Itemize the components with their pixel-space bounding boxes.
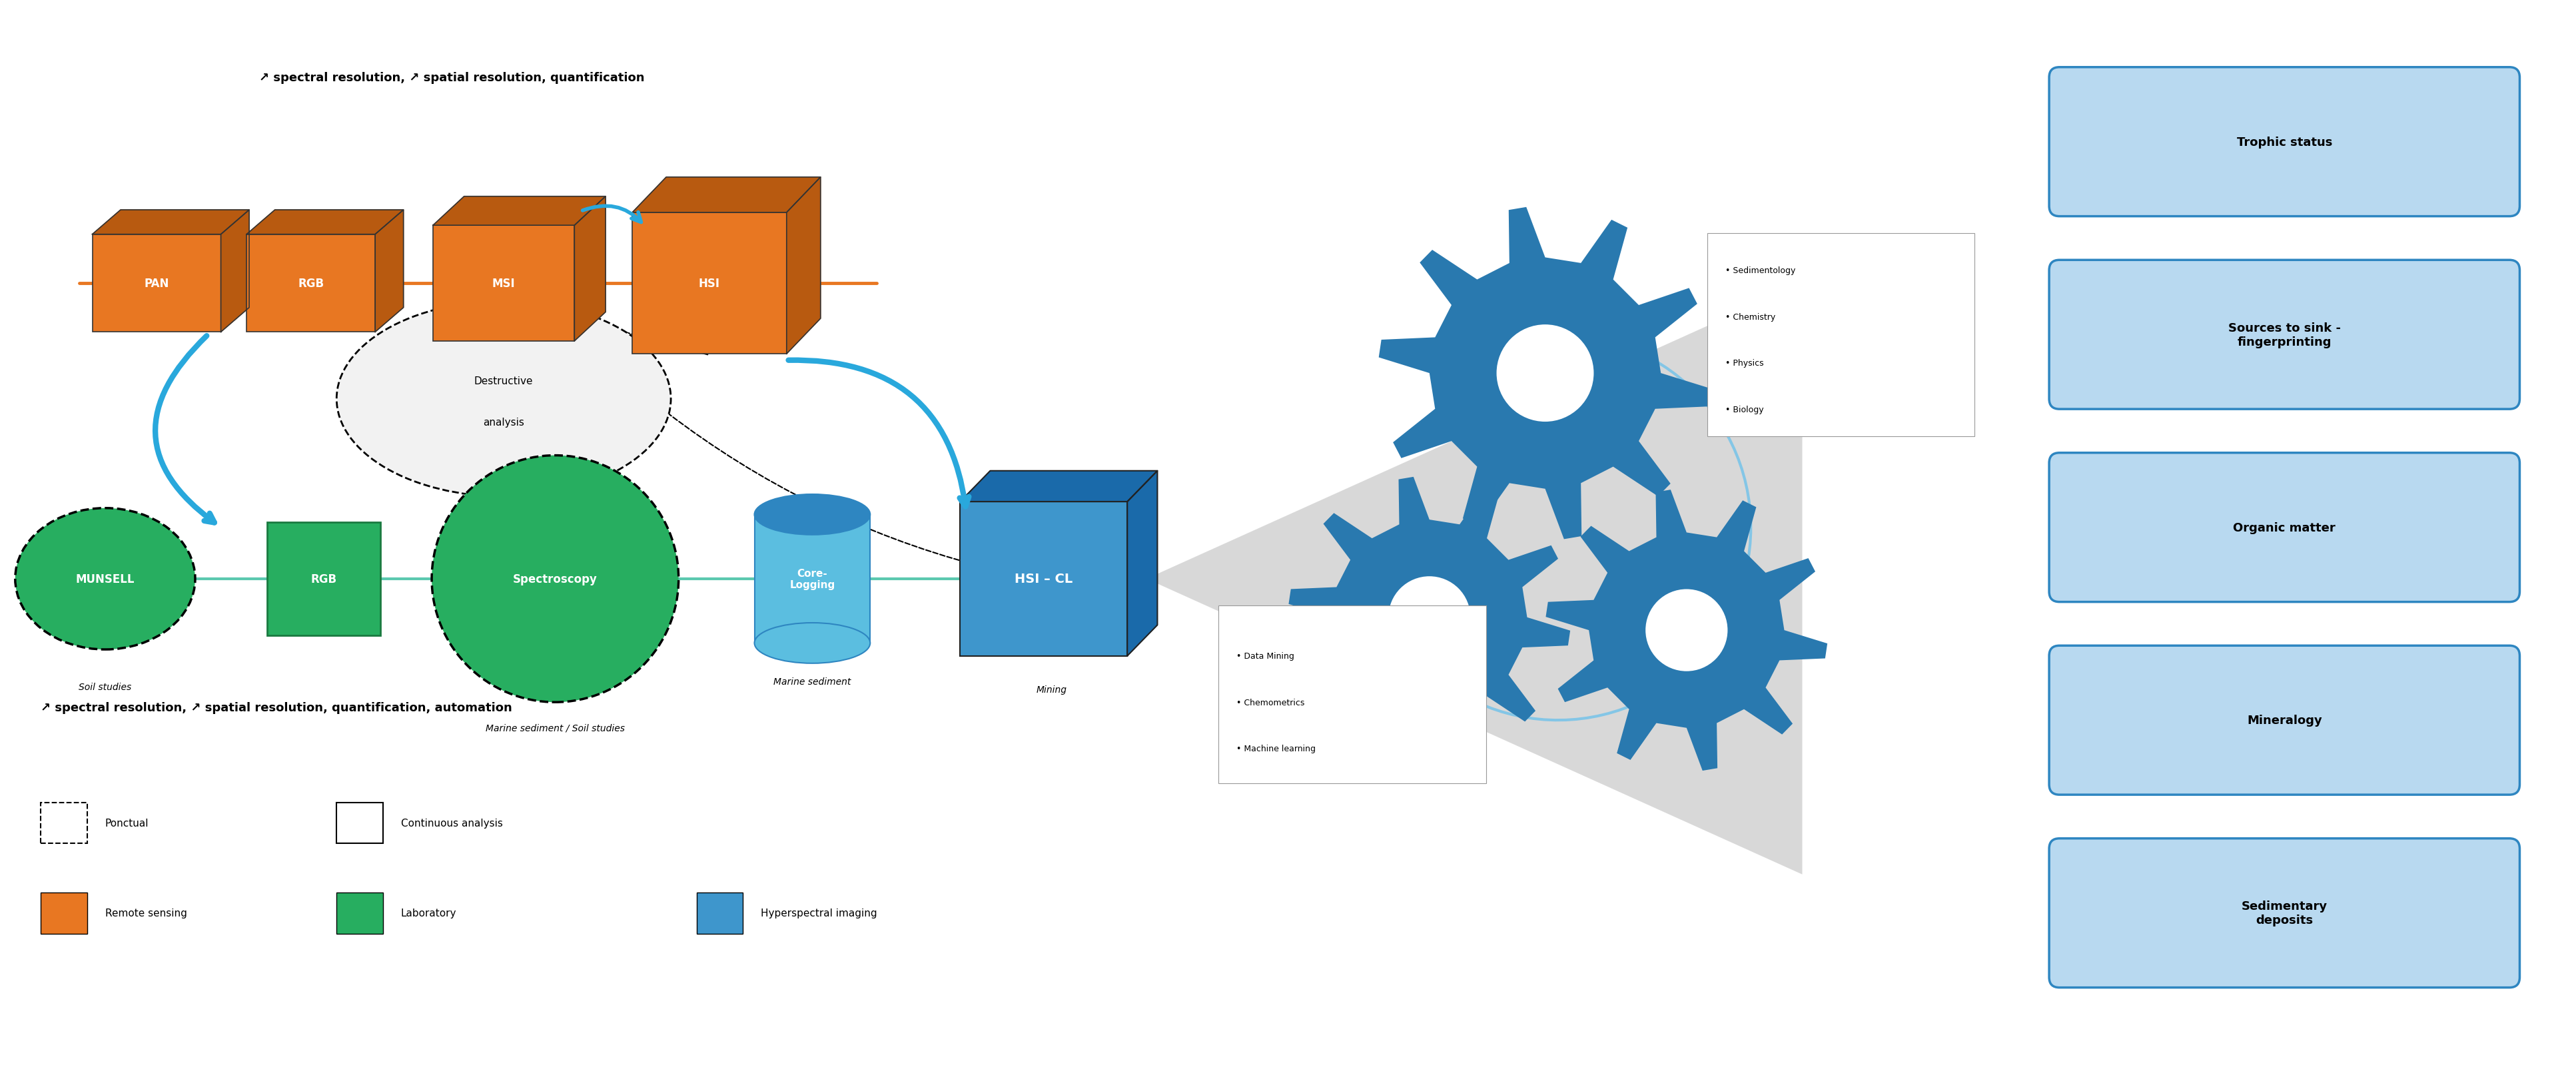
Circle shape [1497, 325, 1595, 422]
FancyBboxPatch shape [2048, 839, 2519, 988]
Text: • Chemistry: • Chemistry [1726, 312, 1775, 321]
Polygon shape [222, 211, 250, 332]
Text: Ponctual: Ponctual [106, 818, 149, 828]
Polygon shape [1546, 490, 1826, 771]
Polygon shape [1378, 208, 1710, 539]
Text: Soil studies: Soil studies [80, 682, 131, 692]
Ellipse shape [755, 623, 871, 664]
Text: Trophic status: Trophic status [2236, 136, 2331, 148]
Text: • Physics: • Physics [1726, 359, 1765, 368]
Text: PAN: PAN [144, 278, 170, 290]
Text: MUNSELL: MUNSELL [75, 573, 134, 585]
Text: MSI: MSI [492, 278, 515, 290]
Text: Continuous analysis: Continuous analysis [402, 818, 502, 828]
Text: HSI – CL: HSI – CL [1015, 573, 1072, 586]
Text: Sedimentary
deposits: Sedimentary deposits [2241, 900, 2326, 926]
FancyBboxPatch shape [433, 226, 574, 342]
Text: RGB: RGB [299, 278, 325, 290]
Text: • Sedimentology: • Sedimentology [1726, 266, 1795, 275]
FancyBboxPatch shape [1708, 233, 1976, 437]
Text: • Chemometrics: • Chemometrics [1236, 698, 1306, 707]
Polygon shape [631, 177, 822, 213]
FancyBboxPatch shape [93, 235, 222, 332]
Polygon shape [247, 211, 404, 235]
FancyBboxPatch shape [337, 802, 384, 843]
Circle shape [1646, 589, 1728, 671]
Ellipse shape [755, 495, 871, 535]
FancyBboxPatch shape [631, 213, 786, 355]
Polygon shape [1146, 283, 1803, 875]
FancyBboxPatch shape [2048, 68, 2519, 217]
FancyBboxPatch shape [268, 522, 381, 636]
Text: Mineralogy: Mineralogy [2246, 715, 2321, 726]
Text: ↗ spectral resolution, ↗ spatial resolution, quantification: ↗ spectral resolution, ↗ spatial resolut… [260, 72, 644, 84]
Ellipse shape [337, 302, 670, 497]
Polygon shape [433, 197, 605, 226]
Text: Remote sensing: Remote sensing [106, 908, 188, 918]
FancyBboxPatch shape [1218, 606, 1486, 784]
Text: Marine sediment / Soil studies: Marine sediment / Soil studies [484, 723, 626, 733]
Polygon shape [93, 211, 250, 235]
Circle shape [433, 456, 677, 703]
FancyBboxPatch shape [961, 502, 1128, 656]
Text: • Data Mining: • Data Mining [1236, 652, 1296, 660]
Polygon shape [786, 177, 822, 355]
Polygon shape [961, 471, 1157, 502]
Text: Organic matter: Organic matter [2233, 522, 2336, 534]
Text: Marine sediment: Marine sediment [773, 677, 850, 686]
Text: HSI: HSI [698, 278, 721, 290]
FancyBboxPatch shape [2048, 261, 2519, 410]
FancyBboxPatch shape [696, 893, 742, 934]
FancyBboxPatch shape [337, 893, 384, 934]
Text: • Machine learning: • Machine learning [1236, 745, 1316, 753]
Text: Laboratory: Laboratory [402, 908, 456, 918]
FancyBboxPatch shape [41, 893, 88, 934]
Text: Sources to sink -
fingerprinting: Sources to sink - fingerprinting [2228, 322, 2342, 348]
FancyBboxPatch shape [755, 515, 871, 643]
Text: ↗ spectral resolution, ↗ spatial resolution, quantification, automation: ↗ spectral resolution, ↗ spatial resolut… [41, 702, 513, 713]
Text: Environment: Environment [1512, 369, 1579, 378]
Text: Hyperspectral imaging: Hyperspectral imaging [760, 908, 878, 918]
Text: Imaging: Imaging [1409, 613, 1450, 623]
Text: Mining: Mining [1036, 685, 1066, 694]
Text: Spectroscopy: Spectroscopy [1651, 626, 1721, 636]
Polygon shape [1128, 471, 1157, 656]
Text: Spectroscopy: Spectroscopy [513, 573, 598, 585]
FancyBboxPatch shape [2048, 453, 2519, 602]
Text: analysis: analysis [484, 417, 526, 427]
Text: Core-
Logging: Core- Logging [791, 569, 835, 590]
Polygon shape [376, 211, 404, 332]
FancyBboxPatch shape [247, 235, 376, 332]
Circle shape [1388, 576, 1471, 658]
Polygon shape [574, 197, 605, 342]
Ellipse shape [15, 508, 196, 650]
Text: • Biology: • Biology [1726, 405, 1765, 414]
Text: RGB: RGB [312, 573, 337, 585]
FancyBboxPatch shape [41, 802, 88, 843]
Text: Destructive: Destructive [474, 376, 533, 386]
Polygon shape [1288, 477, 1571, 758]
FancyBboxPatch shape [2048, 645, 2519, 795]
